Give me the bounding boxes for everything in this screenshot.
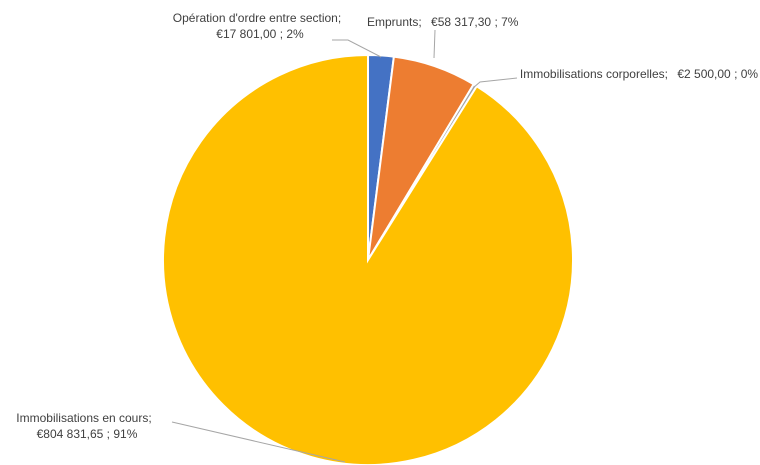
- label-value: €58 317,30 ; 7%: [431, 15, 519, 29]
- label-value: €804 831,65 ; 91%: [36, 427, 138, 441]
- label-separator: ;: [148, 411, 152, 425]
- slices: [162, 53, 574, 465]
- leader-line: [332, 39, 382, 58]
- label-category: Immobilisations corporelles: [519, 67, 665, 81]
- label-category: Immobilisations en cours: [16, 411, 149, 425]
- label-separator: ;: [337, 11, 342, 25]
- label-category: Emprunts: [367, 15, 419, 29]
- leader-line: [433, 29, 436, 59]
- data-label-2: Immobilisations corporelles; €2 500,00 ;…: [516, 66, 760, 82]
- label-category: Opération d'ordre entre section: [172, 11, 338, 25]
- data-label-3: Immobilisations en cours; €804 831,65 ; …: [4, 410, 170, 442]
- leader-lines: [171, 29, 518, 463]
- label-value: €17 801,00 ; 2%: [216, 27, 304, 41]
- data-label-0: Opération d'ordre entre section; €17 801…: [170, 10, 350, 42]
- slice: [162, 53, 574, 465]
- label-separator: ;: [418, 15, 422, 29]
- label-separator: ;: [664, 67, 668, 81]
- data-label-1: Emprunts; €58 317,30 ; 7%: [367, 14, 567, 30]
- label-value: €2 500,00 ; 0%: [677, 67, 759, 81]
- leader-line: [472, 77, 518, 89]
- leader-line: [171, 421, 346, 463]
